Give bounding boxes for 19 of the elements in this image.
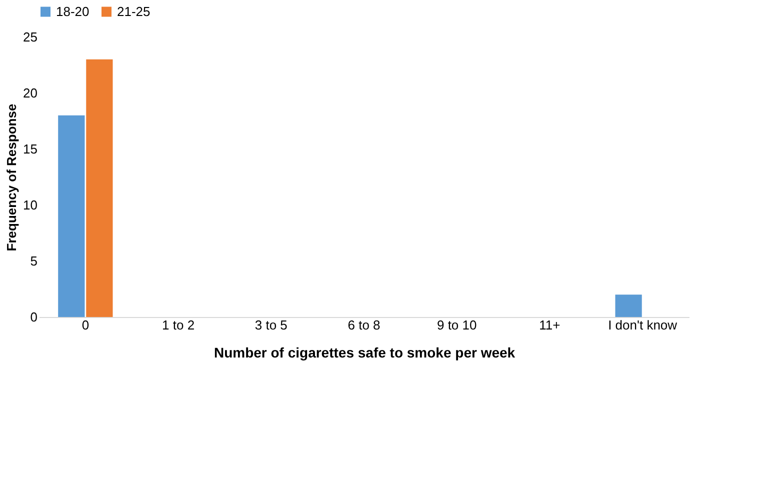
y-tick-label: 10: [23, 198, 38, 212]
x-tick-label: I don't know: [608, 318, 678, 332]
y-tick-label: 15: [23, 142, 38, 156]
y-tick-label: 5: [30, 254, 38, 268]
x-axis-title: Number of cigarettes safe to smoke per week: [214, 344, 516, 360]
y-tick-label: 25: [23, 30, 38, 44]
x-tick-label: 6 to 8: [348, 318, 380, 332]
x-tick-label: 1 to 2: [162, 318, 195, 332]
x-tick-label: 3 to 5: [254, 318, 288, 332]
bar: [58, 115, 85, 317]
x-tick-label: 0: [82, 318, 90, 332]
bar: [615, 294, 642, 317]
x-tick-label: 9 to 10: [436, 318, 477, 332]
y-tick-label: 20: [23, 86, 38, 100]
y-axis-title: Frequency of Response: [4, 104, 20, 252]
legend-label: 21-25: [117, 4, 150, 19]
x-tick-label: 11+: [539, 318, 560, 332]
legend-label: 18-20: [56, 4, 90, 19]
bar: [86, 59, 113, 317]
